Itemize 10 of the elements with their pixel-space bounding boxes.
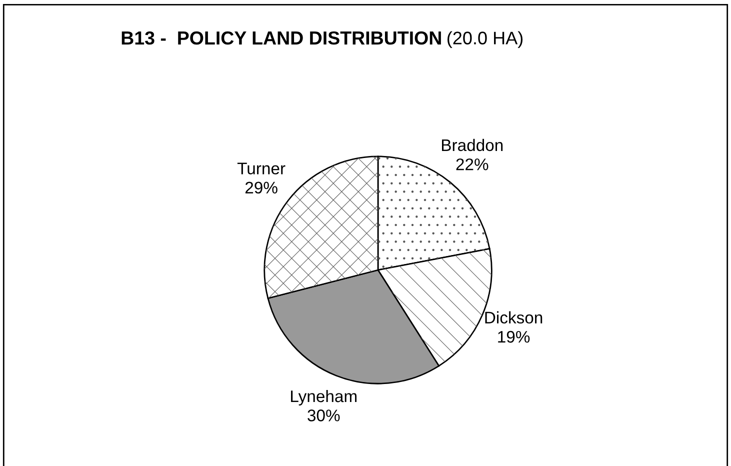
slice-label: Braddon <box>442 138 503 152</box>
slice-label: Dickson <box>485 311 542 324</box>
slice-label: Lyneham <box>291 390 357 406</box>
slice-label: Turner <box>237 162 286 174</box>
data-label: 30% <box>308 410 340 422</box>
data-label: 22% <box>456 158 488 170</box>
data-label: 19% <box>498 330 530 343</box>
data-label: 29% <box>245 182 278 194</box>
chart-title: B13 - POLICY LAND DISTRIBUTION <box>122 31 441 45</box>
chart-subtitle: (20.0 HA) <box>447 31 523 48</box>
